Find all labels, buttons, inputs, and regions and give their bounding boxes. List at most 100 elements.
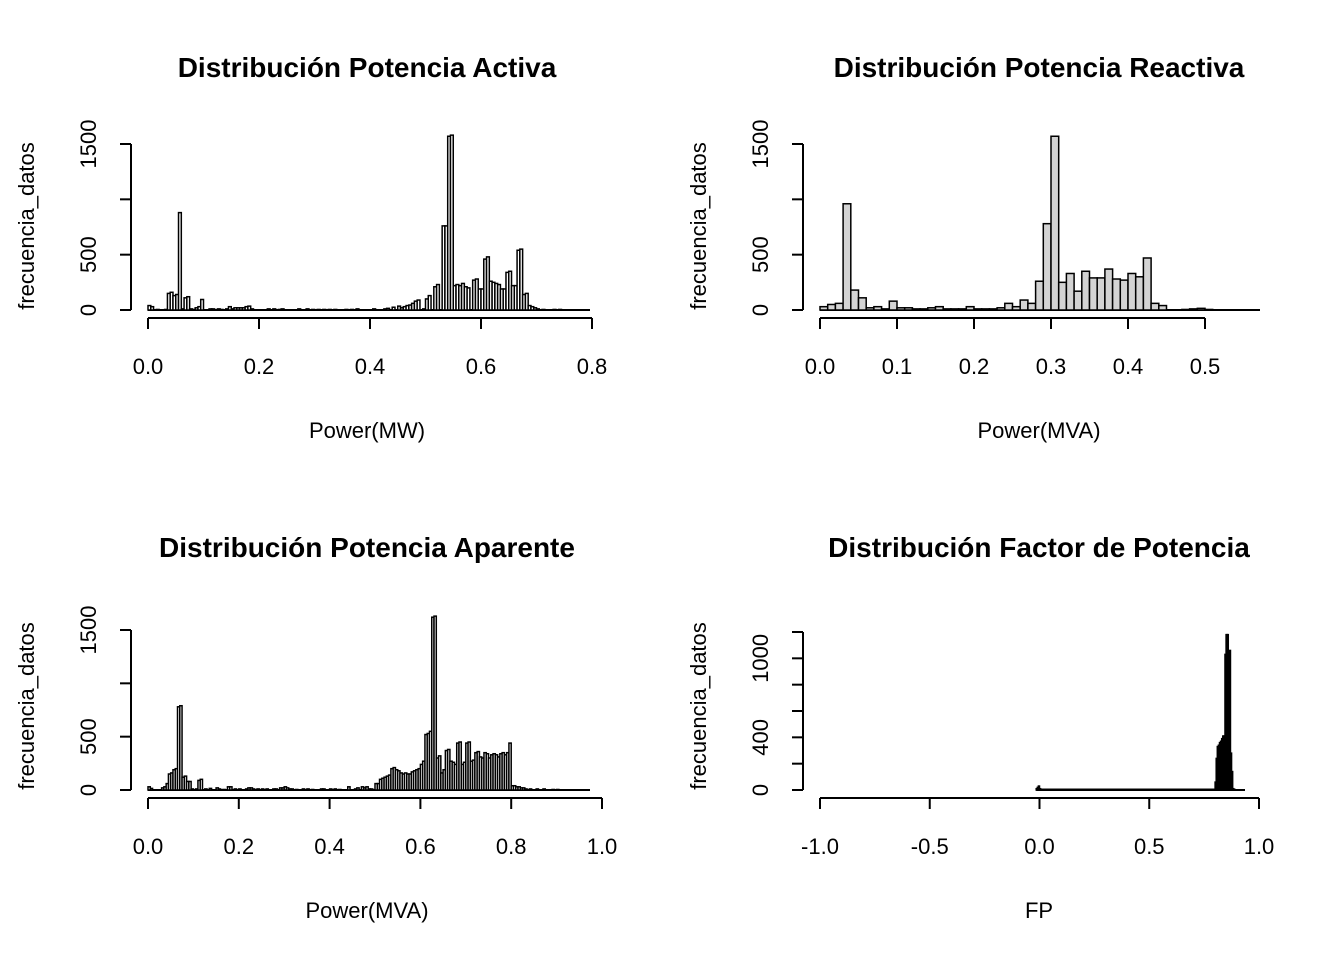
histogram-bar (149, 787, 154, 791)
histogram-bar (551, 788, 556, 791)
x-tick-label: 1.0 (587, 834, 618, 859)
x-axis: 0.0 0.2 0.4 0.6 0.8 (133, 317, 608, 379)
histogram-bar (256, 788, 260, 791)
histogram-bar (344, 308, 349, 311)
histogram-bar (260, 788, 265, 791)
histogram-bar (222, 788, 226, 791)
histogram-bar (1096, 277, 1106, 311)
y-tick-label: 0 (748, 304, 773, 316)
x-tick-label: 0.8 (577, 354, 608, 379)
x-tick-label: 0.3 (1036, 354, 1067, 379)
histogram-bar (369, 788, 374, 791)
histogram-bar (911, 308, 921, 311)
histogram-bar (1088, 277, 1098, 311)
histogram-bar (199, 298, 205, 311)
histogram-bar (199, 778, 204, 791)
y-tick-label: 1500 (76, 120, 101, 169)
x-axis: -1.0 -0.5 0.0 0.5 1.0 (801, 797, 1274, 859)
histogram-bar (996, 307, 1006, 311)
histogram-bar (1119, 279, 1129, 311)
histogram-bar (356, 787, 360, 791)
histogram-bar (541, 308, 546, 311)
histogram-bar (1134, 276, 1145, 311)
histogram-bar (896, 307, 906, 311)
histogram-bar (980, 308, 991, 311)
y-axis-label: frecuencia_datos (14, 622, 39, 790)
histogram-bar (228, 786, 233, 791)
histogram-bar (1188, 308, 1199, 311)
histogram-bar (322, 788, 326, 791)
y-tick-label: 0 (748, 784, 773, 796)
histogram-bar (524, 292, 529, 311)
y-axis: 0 500 1500 (748, 120, 804, 316)
histogram-bar (1181, 308, 1191, 311)
x-tick-label: 0.4 (1113, 354, 1144, 379)
histogram-bar (1158, 304, 1168, 311)
y-axis-label: frecuencia_datos (686, 142, 711, 310)
histogram-bar (919, 308, 929, 311)
histogram-bar (211, 308, 216, 311)
histogram-bar (1142, 257, 1152, 311)
histogram-bar (433, 615, 438, 791)
histogram-bar (1050, 135, 1060, 311)
histogram-bar (508, 742, 512, 791)
histogram-bar (524, 788, 528, 791)
histogram-bar (528, 788, 533, 791)
histogram-bar (177, 211, 183, 311)
x-tick-label: 0.0 (133, 354, 164, 379)
x-tick-label: 0.0 (1024, 834, 1055, 859)
histogram-bar (865, 307, 875, 311)
histogram-bar (310, 308, 316, 311)
bars (147, 615, 590, 791)
histogram-bar (826, 303, 837, 311)
histogram-bar (297, 308, 302, 311)
histogram-bar (219, 308, 224, 311)
histogram-bar (1042, 222, 1052, 311)
histogram-bar (306, 788, 310, 791)
y-tick-label: 0 (76, 304, 101, 316)
y-tick-label: 500 (76, 236, 101, 273)
histogram-bar (322, 308, 327, 311)
x-axis: 0.0 0.1 0.2 0.3 0.4 0.5 (805, 317, 1220, 379)
histogram-bar (372, 308, 377, 311)
x-tick-label: 0.2 (244, 354, 275, 379)
histogram-bar (1034, 280, 1045, 311)
histogram-bar (294, 788, 299, 791)
y-tick-label: 500 (748, 236, 773, 273)
histogram-bar (337, 788, 342, 791)
histogram-bar (333, 308, 338, 311)
histogram-bar (1011, 305, 1021, 311)
x-axis-label: Power(MW) (309, 418, 425, 443)
histogram-bar (1081, 270, 1091, 311)
x-tick-label: 0.0 (805, 354, 836, 379)
histogram-bar (957, 308, 968, 311)
y-tick-label: 1500 (748, 120, 773, 169)
y-tick-label: 1000 (748, 634, 773, 683)
histogram-bar (208, 787, 213, 791)
histogram-bar (988, 308, 998, 311)
y-tick-label: 1500 (76, 606, 101, 655)
histogram-bar (427, 294, 432, 311)
histogram-bar (217, 788, 222, 791)
histogram-bar (327, 308, 332, 311)
x-tick-label: 0.0 (133, 834, 164, 859)
histogram-bar (190, 788, 195, 791)
histogram-bar (391, 306, 396, 311)
histogram-bar (842, 203, 852, 311)
histogram-bar (973, 308, 983, 311)
histogram-bar (416, 299, 421, 311)
bars (1035, 633, 1245, 791)
histogram-bar (310, 788, 315, 791)
histogram-bar (355, 308, 360, 311)
histogram-bar (1004, 302, 1014, 311)
histogram-bar (265, 788, 270, 791)
histogram-bar (316, 308, 321, 311)
x-tick-label: 0.2 (224, 834, 255, 859)
histogram-bar (349, 308, 355, 311)
histogram-bar (555, 788, 560, 791)
histogram-bar (535, 308, 541, 311)
histogram-bar (1204, 308, 1214, 311)
histogram-bar (557, 308, 563, 311)
x-tick-label: -0.5 (911, 834, 949, 859)
